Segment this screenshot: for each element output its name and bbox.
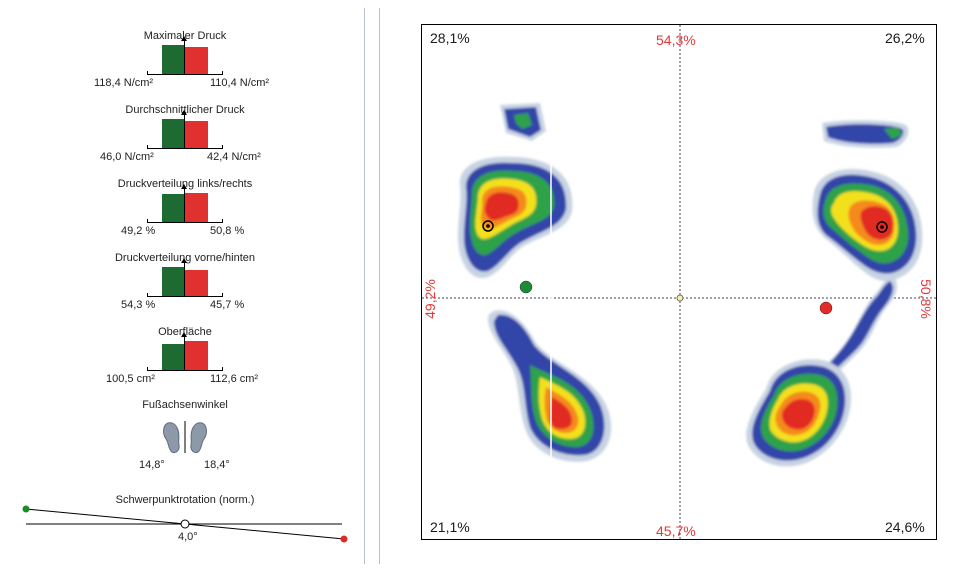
- cog-title: Schwerpunktrotation (norm.): [115, 494, 255, 506]
- left-bar: [162, 194, 185, 222]
- right-value: 50,8 %: [210, 225, 245, 237]
- quadrant-bottom-left: 21,1%: [430, 519, 470, 535]
- right-bar: [185, 341, 208, 370]
- right-value: 110,4 N/cm²: [210, 77, 270, 89]
- left-value: 118,4 N/cm²: [94, 77, 154, 89]
- right-value: 42,4 N/cm²: [207, 151, 261, 163]
- right-value: 18,4°: [204, 459, 230, 471]
- quadrant-top-right: 26,2%: [885, 30, 925, 46]
- left-value: 49,2 %: [121, 225, 156, 237]
- front-percentage: 54,3%: [656, 32, 696, 48]
- right-value: 112,6 cm²: [210, 373, 259, 385]
- cog-value: 4,0°: [178, 531, 198, 543]
- feet-outline-icon: [163, 421, 207, 453]
- divider: [364, 8, 365, 564]
- bar-chart: [162, 110, 208, 149]
- left-value: 46,0 N/cm²: [100, 151, 154, 163]
- left-value: 54,3 %: [121, 299, 156, 311]
- right-value: 45,7 %: [210, 299, 245, 311]
- bar-chart: [162, 184, 208, 223]
- quadrant-top-left: 28,1%: [430, 30, 470, 46]
- right-bar: [185, 47, 208, 74]
- left-bar: [162, 267, 185, 296]
- pressure-map[interactable]: 28,1% 26,2% 21,1% 24,6% 54,3% 45,7% 49,2…: [421, 24, 937, 540]
- left-bar: [162, 45, 185, 74]
- metric-title: Fußachsenwinkel: [142, 399, 228, 411]
- right-bar: [185, 270, 208, 296]
- right-percentage: 50,8%: [917, 279, 934, 319]
- divider: [379, 8, 380, 564]
- left-bar: [162, 119, 185, 148]
- right-bar: [185, 121, 208, 148]
- quadrant-bottom-right: 24,6%: [885, 519, 925, 535]
- heatmap-graphic: [422, 25, 936, 539]
- bar-chart: [162, 258, 208, 297]
- back-percentage: 45,7%: [656, 523, 696, 539]
- left-bar: [162, 344, 185, 370]
- left-percentage: 49,2%: [421, 279, 438, 319]
- bar-chart: [162, 36, 208, 75]
- right-bar: [185, 193, 208, 222]
- bar-chart: [162, 332, 208, 371]
- left-value: 100,5 cm²: [106, 373, 155, 385]
- rotation-graphic: [22, 505, 348, 543]
- left-value: 14,8°: [139, 459, 165, 471]
